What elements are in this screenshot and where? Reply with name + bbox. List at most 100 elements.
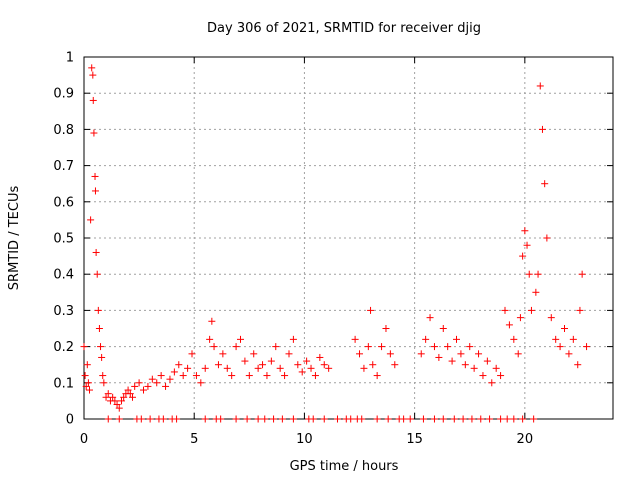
data-point xyxy=(162,382,170,390)
data-point xyxy=(104,390,112,398)
data-point xyxy=(146,415,154,423)
data-point xyxy=(159,415,167,423)
data-points xyxy=(80,64,591,423)
data-point xyxy=(356,350,364,358)
data-point xyxy=(86,386,94,394)
data-point xyxy=(124,386,132,394)
data-point xyxy=(444,343,452,351)
x-tick-label: 5 xyxy=(190,432,198,447)
data-point xyxy=(536,82,544,90)
data-point xyxy=(100,379,108,387)
data-point xyxy=(320,415,328,423)
data-point xyxy=(439,415,447,423)
x-tick-label: 10 xyxy=(296,432,313,447)
data-point xyxy=(184,364,192,372)
data-point xyxy=(538,125,546,133)
grid-lines xyxy=(84,57,613,419)
data-point xyxy=(131,382,139,390)
y-tick-label: 0.5 xyxy=(53,232,74,247)
x-tick-label: 0 xyxy=(80,432,88,447)
data-point xyxy=(351,335,359,343)
data-point xyxy=(406,415,414,423)
data-point xyxy=(516,314,524,322)
data-point xyxy=(519,415,527,423)
data-point xyxy=(320,361,328,369)
data-point xyxy=(386,350,394,358)
data-point xyxy=(88,64,96,72)
data-point xyxy=(527,306,535,314)
data-point xyxy=(309,415,317,423)
data-point xyxy=(510,415,518,423)
data-point xyxy=(384,415,392,423)
data-point xyxy=(475,350,483,358)
data-point xyxy=(157,372,165,380)
data-point xyxy=(333,415,341,423)
data-point xyxy=(91,187,99,195)
data-point xyxy=(89,96,97,104)
data-point xyxy=(578,270,586,278)
data-point xyxy=(259,361,267,369)
data-point xyxy=(104,415,112,423)
data-point xyxy=(514,350,522,358)
data-point xyxy=(263,372,271,380)
data-point xyxy=(547,314,555,322)
data-point xyxy=(541,180,549,188)
data-point xyxy=(477,415,485,423)
y-tick-label: 0.2 xyxy=(53,340,74,355)
data-point xyxy=(483,357,491,365)
data-point xyxy=(510,335,518,343)
data-point xyxy=(111,397,119,405)
data-point xyxy=(430,343,438,351)
data-point xyxy=(148,375,156,383)
data-point xyxy=(254,364,262,372)
data-point xyxy=(367,306,375,314)
data-point xyxy=(488,379,496,387)
data-point xyxy=(576,306,584,314)
data-point xyxy=(94,306,102,314)
data-point xyxy=(468,415,476,423)
y-tick-label: 0.8 xyxy=(53,123,74,138)
data-point xyxy=(219,350,227,358)
y-tick-label: 0.6 xyxy=(53,195,74,210)
data-point xyxy=(285,350,293,358)
data-point xyxy=(523,241,531,249)
y-tick-label: 0.1 xyxy=(53,376,74,391)
data-point xyxy=(311,372,319,380)
data-point xyxy=(505,321,513,329)
y-tick-label: 1 xyxy=(66,51,74,66)
data-point xyxy=(179,372,187,380)
data-point xyxy=(115,404,123,412)
data-point xyxy=(316,353,324,361)
data-point xyxy=(232,415,240,423)
data-point xyxy=(422,335,430,343)
data-point xyxy=(459,415,467,423)
data-point xyxy=(113,401,121,409)
data-point xyxy=(461,361,469,369)
data-point xyxy=(470,364,478,372)
data-point xyxy=(276,364,284,372)
data-point xyxy=(144,382,152,390)
data-point xyxy=(439,325,447,332)
data-point xyxy=(92,248,100,256)
y-tick-label: 0 xyxy=(66,413,74,428)
data-point xyxy=(369,361,377,369)
data-point xyxy=(270,415,278,423)
data-point xyxy=(91,172,99,180)
data-point xyxy=(188,350,196,358)
data-point xyxy=(83,361,91,369)
data-point xyxy=(552,335,560,343)
data-point xyxy=(453,335,461,343)
data-point xyxy=(228,372,236,380)
data-point xyxy=(80,343,88,351)
data-point xyxy=(486,415,494,423)
data-point xyxy=(417,350,425,358)
data-point xyxy=(430,415,438,423)
x-axis-label: GPS time / hours xyxy=(290,459,399,474)
data-point xyxy=(435,353,443,361)
data-point xyxy=(497,372,505,380)
data-point xyxy=(82,382,90,390)
data-point xyxy=(364,343,372,351)
y-tick-label: 0.4 xyxy=(53,268,74,283)
data-point xyxy=(153,379,161,387)
data-point xyxy=(347,415,355,423)
